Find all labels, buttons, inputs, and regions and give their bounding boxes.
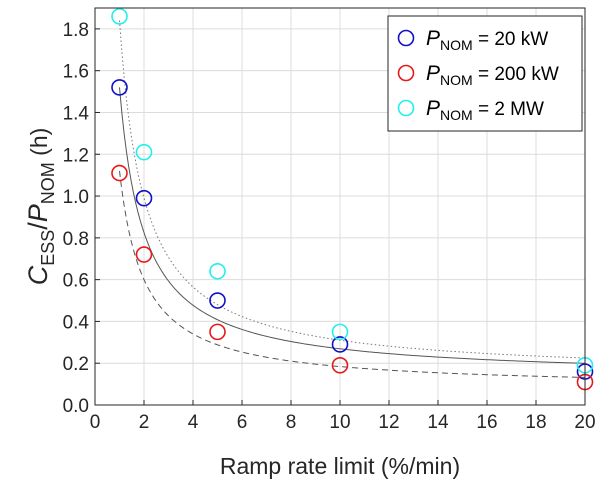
data-point: [135, 189, 153, 207]
fit-curve: [119, 170, 586, 378]
legend-marker: [397, 29, 415, 47]
data-point: [331, 323, 349, 341]
y-tick-label: 1.2: [63, 145, 89, 166]
x-tick-label: 18: [525, 412, 546, 433]
data-point: [135, 143, 153, 161]
x-tick-label: 20: [574, 412, 595, 433]
y-tick-label: 0.2: [63, 354, 89, 375]
y-tick-label: 0.0: [63, 396, 89, 417]
fit-curve: [119, 20, 586, 359]
data-point: [111, 164, 128, 182]
legend-marker: [397, 99, 415, 117]
x-tick-label: 10: [329, 412, 350, 433]
x-tick-label: 16: [476, 412, 497, 433]
data-point: [209, 262, 226, 280]
x-tick-label: 14: [427, 412, 449, 433]
y-tick-label: 1.6: [63, 62, 89, 83]
y-tick-labels: 0.0 0.2 0.4 0.6 0.8 1.0 1.2 1.4 1.6 1.8: [63, 20, 100, 417]
legend-box: [387, 15, 583, 132]
data-point: [331, 336, 349, 353]
y-tick-label: 0.4: [63, 312, 90, 333]
x-tick-label: 4: [188, 412, 199, 433]
y-tick-label: 1.8: [63, 20, 89, 41]
data-point: [331, 356, 349, 374]
data-point: [209, 292, 226, 309]
legend-label: PNOM = 20 kW: [426, 27, 548, 53]
x-tick-label: 0: [90, 412, 101, 433]
legend: PNOM = 20 kW PNOM = 200 kW PNOM = 2 MW: [387, 15, 583, 132]
legend-label: PNOM = 2 MW: [426, 97, 544, 123]
fit-curves: [119, 20, 586, 378]
x-tick-labels: 0 2 4 6 8 10 12 14 16 18 20: [90, 400, 596, 433]
y-tick-label: 1.4: [63, 103, 90, 124]
y-label-main: C: [23, 265, 53, 285]
data-point: [209, 323, 226, 341]
y-tick-label: 1.0: [63, 187, 89, 208]
y-tick-label: 0.6: [63, 271, 89, 292]
data-point: [111, 8, 128, 25]
y-axis-label: CESS/PNOM (h): [23, 128, 58, 286]
legend-marker: [397, 64, 415, 82]
data-point: [111, 79, 128, 96]
legend-label: PNOM = 200 kW: [426, 62, 559, 88]
y-label-main-sub: ESS: [38, 230, 58, 266]
x-tick-label: 6: [237, 412, 248, 433]
x-axis-label: Ramp rate limit (%/min): [220, 453, 460, 479]
y-tick-label: 0.8: [63, 229, 89, 250]
y-label-slash: /: [23, 222, 53, 230]
data-point: [135, 246, 153, 263]
x-tick-label: 2: [139, 412, 150, 433]
x-tick-label: 8: [286, 412, 297, 433]
y-label-unit: (h): [26, 128, 52, 163]
y-label-denom: P: [23, 204, 53, 222]
fit-curve: [119, 87, 586, 364]
y-label-denom-sub: NOM: [38, 162, 58, 204]
x-tick-label: 12: [378, 412, 399, 433]
